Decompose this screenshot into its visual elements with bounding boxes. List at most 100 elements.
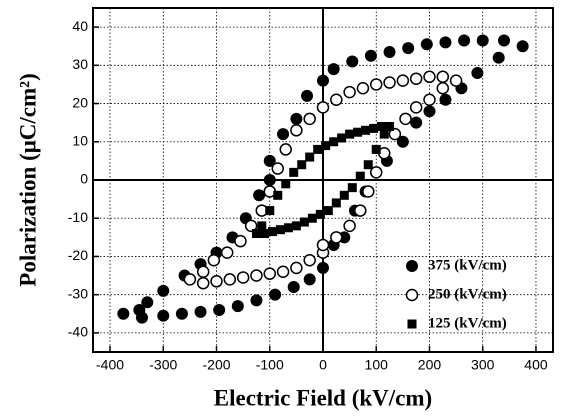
data-point [305,152,315,162]
data-point [369,78,383,91]
data-point [423,105,436,118]
data-point [301,89,314,102]
data-point [265,206,275,216]
y-axis-label: Polarization (μC/cm²) [15,73,40,286]
data-point [196,265,210,278]
data-point [383,76,396,89]
data-point [231,300,244,313]
data-point [263,267,277,280]
data-point [287,281,300,294]
data-point [396,135,409,148]
data-point [423,93,436,106]
data-point [339,190,349,200]
data-point [385,121,395,131]
data-point [476,34,489,47]
x-tick-label: 400 [524,357,548,373]
data-point [383,45,396,58]
data-point [330,93,343,106]
data-point [236,271,250,284]
data-point [289,167,299,177]
data-point [345,129,355,139]
y-tick-label: 30 [72,56,88,72]
data-point [281,179,291,189]
legend-marker [407,319,417,329]
x-tick-label: 0 [319,357,327,373]
data-point [283,223,293,233]
data-point [343,85,356,99]
data-point [316,238,330,252]
data-point [355,171,365,181]
data-point [343,219,356,233]
data-point [377,121,387,131]
data-point [402,42,415,55]
y-tick-label: 10 [72,132,88,148]
data-point [259,229,269,239]
data-point [223,273,237,286]
data-point [399,112,412,126]
data-point [516,40,529,53]
data-point [471,66,484,79]
data-point [183,273,197,286]
data-point [250,269,263,282]
data-point [436,70,450,84]
x-tick-label: -400 [96,357,124,373]
data-point [257,221,267,231]
y-tick-label: -10 [68,209,88,225]
data-point [213,303,226,316]
data-point [271,162,284,175]
legend-marker [405,288,419,302]
data-point [439,93,452,106]
y-tick-label: -20 [68,247,88,263]
data-point [362,185,375,198]
data-point [331,198,341,208]
data-point [396,74,410,87]
data-point [279,143,292,156]
data-point [346,55,359,68]
y-tick-label: -40 [68,324,88,340]
data-point [492,51,505,64]
data-point [364,49,377,62]
data-point [388,127,402,141]
data-point [291,221,301,231]
data-point [420,38,433,51]
data-point [303,254,316,267]
legend-label: 375 (kV/cm) [428,257,507,273]
data-point [371,144,381,154]
x-tick-label: 200 [418,357,442,373]
data-point [157,309,170,322]
data-point [347,183,357,193]
data-point [363,160,373,170]
data-point [244,219,258,233]
data-point [410,116,423,129]
x-tick-label: -200 [203,357,231,373]
data-point [321,141,331,151]
data-point [379,129,389,139]
data-point [316,101,330,114]
data-point [327,63,340,76]
data-point [329,137,339,147]
data-point [299,217,309,227]
data-point [361,125,371,135]
data-point [251,229,261,239]
data-point [194,305,207,318]
data-point [330,231,343,244]
data-point [276,265,290,278]
data-point [263,154,276,167]
data-point [253,189,266,202]
legend-label: 250 (kV/cm) [428,286,507,302]
data-point [290,112,303,125]
data-point [210,275,223,288]
data-point [141,296,154,309]
data-point [317,74,329,87]
data-point [290,124,303,137]
data-point [263,174,276,186]
data-point [196,276,210,290]
data-point [303,273,316,286]
data-point [267,227,277,237]
data-point [337,133,347,143]
y-tick-label: 40 [72,18,88,34]
x-tick-label: -300 [149,357,177,373]
x-tick-label: 100 [365,357,389,373]
